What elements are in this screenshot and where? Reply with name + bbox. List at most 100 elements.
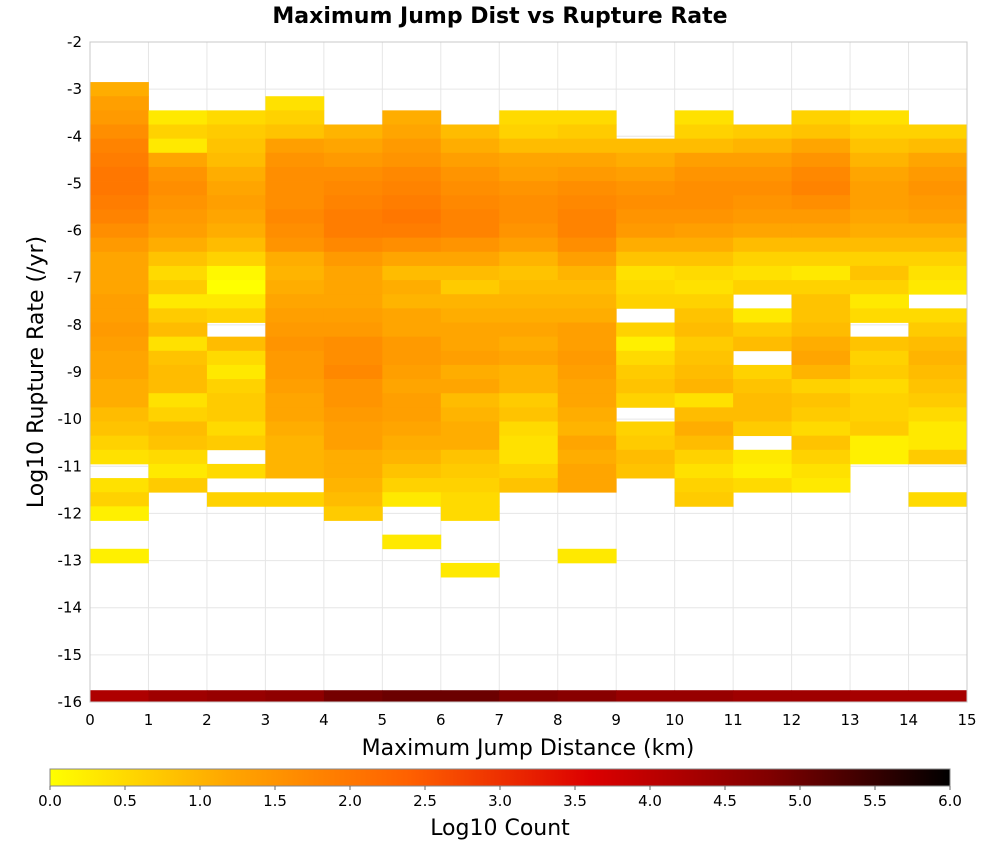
heatmap-cell xyxy=(382,464,441,479)
heatmap-cell xyxy=(324,181,383,196)
heatmap-cell xyxy=(616,252,675,267)
heatmap-cell xyxy=(148,209,207,224)
heatmap-cell xyxy=(382,323,441,338)
heatmap-cell xyxy=(441,450,500,465)
heatmap-cell xyxy=(499,139,558,154)
y-tick-label: -6 xyxy=(67,222,82,240)
heatmap-cell xyxy=(850,167,909,182)
colorbar-tick-label: 4.5 xyxy=(713,792,737,810)
heatmap-cell xyxy=(909,238,968,253)
heatmap-cell xyxy=(207,407,266,422)
heatmap-cell xyxy=(324,506,383,521)
heatmap-cell xyxy=(616,464,675,479)
heatmap-cell xyxy=(499,110,558,125)
heatmap-cell xyxy=(792,139,851,154)
heatmap-cell xyxy=(90,492,149,507)
heatmap-cell xyxy=(675,167,734,182)
colorbar-tick-label: 4.0 xyxy=(638,792,662,810)
heatmap-cell xyxy=(558,139,617,154)
heatmap-cell xyxy=(382,450,441,465)
heatmap-cell xyxy=(207,139,266,154)
heatmap-cell xyxy=(675,337,734,352)
heatmap-cell xyxy=(675,238,734,253)
heatmap-cell xyxy=(324,407,383,422)
heatmap-cell xyxy=(499,224,558,239)
heatmap-cell xyxy=(733,323,792,338)
heatmap-cell xyxy=(441,280,500,295)
heatmap-cell xyxy=(675,436,734,451)
heatmap-cell xyxy=(207,351,266,366)
heatmap-cell xyxy=(558,478,617,493)
heatmap-cell xyxy=(499,393,558,408)
heatmap-cell xyxy=(441,294,500,309)
heatmap-cell xyxy=(733,266,792,281)
heatmap-cell xyxy=(441,464,500,479)
heatmap-cell xyxy=(675,209,734,224)
heatmap-cell xyxy=(616,181,675,196)
heatmap-cell xyxy=(382,351,441,366)
heatmap-cell xyxy=(90,323,149,338)
heatmap-cell xyxy=(558,407,617,422)
heatmap-cell xyxy=(792,379,851,394)
heatmap-cell xyxy=(324,351,383,366)
x-tick-label: 15 xyxy=(957,711,976,729)
heatmap-cell xyxy=(148,125,207,140)
heatmap-cell xyxy=(148,153,207,168)
heatmap-cell xyxy=(850,422,909,437)
x-tick-label: 13 xyxy=(841,711,860,729)
heatmap-cell xyxy=(675,351,734,366)
heatmap-cell xyxy=(909,280,968,295)
heatmap-cell xyxy=(792,167,851,182)
heatmap-cell xyxy=(90,407,149,422)
heatmap-cell xyxy=(909,266,968,281)
heatmap-cell xyxy=(207,393,266,408)
chart-title: Maximum Jump Dist vs Rupture Rate xyxy=(272,4,727,29)
heatmap-cell xyxy=(675,365,734,380)
heatmap-cell xyxy=(909,422,968,437)
heatmap-cell xyxy=(265,96,324,111)
heatmap-cell xyxy=(792,252,851,267)
heatmap-cell xyxy=(148,294,207,309)
x-tick-label: 7 xyxy=(494,711,504,729)
heatmap-cell xyxy=(616,337,675,352)
heatmap-cell xyxy=(265,252,324,267)
heatmap-cell xyxy=(616,365,675,380)
heatmap-cell xyxy=(265,195,324,210)
heatmap-cell xyxy=(675,393,734,408)
heatmap-cell xyxy=(265,280,324,295)
heatmap-cell xyxy=(675,195,734,210)
heatmap-cell xyxy=(324,436,383,451)
heatmap-cell xyxy=(207,436,266,451)
colorbar xyxy=(50,769,950,786)
heatmap-cell xyxy=(558,393,617,408)
heatmap-cell xyxy=(148,351,207,366)
heatmap-cell xyxy=(148,337,207,352)
heatmap-cell xyxy=(324,450,383,465)
heatmap-cell xyxy=(558,690,617,702)
heatmap-cell xyxy=(558,308,617,323)
x-tick-label: 8 xyxy=(553,711,563,729)
heatmap-cell xyxy=(558,238,617,253)
heatmap-cell xyxy=(850,139,909,154)
heatmap-cell xyxy=(324,365,383,380)
heatmap-cell xyxy=(441,506,500,521)
heatmap-cell xyxy=(616,294,675,309)
heatmap-cell xyxy=(850,224,909,239)
heatmap-cell xyxy=(792,393,851,408)
heatmap-cell xyxy=(90,139,149,154)
heatmap-cell xyxy=(90,365,149,380)
heatmap-cell xyxy=(382,224,441,239)
heatmap-cell xyxy=(558,195,617,210)
heatmap-cell xyxy=(441,181,500,196)
heatmap-cell xyxy=(675,280,734,295)
heatmap-cell xyxy=(441,323,500,338)
x-tick-label: 0 xyxy=(85,711,95,729)
heatmap-cell xyxy=(558,365,617,380)
heatmap-cell xyxy=(441,478,500,493)
heatmap-cell xyxy=(733,181,792,196)
x-tick-label: 2 xyxy=(202,711,212,729)
heatmap-cell xyxy=(90,337,149,352)
heatmap-cell xyxy=(733,464,792,479)
colorbar-tick-label: 3.0 xyxy=(488,792,512,810)
heatmap-cell xyxy=(850,337,909,352)
